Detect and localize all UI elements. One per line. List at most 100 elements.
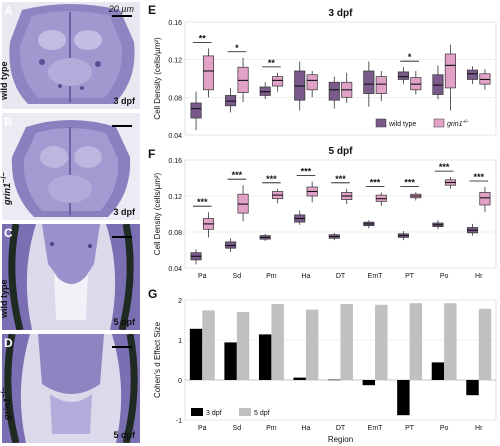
x-tick-label: Pm <box>266 425 277 432</box>
x-tick-label: Ha <box>301 425 310 432</box>
x-tick-label: Pm <box>266 273 277 280</box>
significance-marker: *** <box>439 162 450 172</box>
bar-5dpf-6 <box>409 303 423 380</box>
bar-5dpf-4 <box>340 304 353 380</box>
y-tick-label: 0.08 <box>168 95 182 102</box>
x-tick-label: Sd <box>233 425 242 432</box>
x-axis-label: Region <box>328 435 353 444</box>
bar-5dpf-1 <box>236 312 250 380</box>
y-tick-label: 0.12 <box>168 58 182 65</box>
scale-bar <box>112 236 132 238</box>
histology-image-d: 5 dpf <box>2 334 140 443</box>
significance-marker: *** <box>232 170 243 180</box>
x-tick-label: DT <box>336 425 346 432</box>
legend-mutant-sup: +/- <box>463 119 469 125</box>
plot-area <box>184 159 497 269</box>
scale-bar <box>112 346 132 348</box>
y-tick-label: 0.16 <box>168 158 182 165</box>
bar-5dpf-8 <box>478 308 492 380</box>
panel-letter-g: G <box>148 287 157 301</box>
x-tick-label: Po <box>440 425 449 432</box>
wild-type-box-0 <box>190 102 202 119</box>
stage-label-c: 5 dpf <box>113 317 136 327</box>
wild-type-box-5 <box>363 70 375 94</box>
bar-5dpf-7 <box>444 303 457 380</box>
legend-mutant-name: grin1 <box>447 121 463 128</box>
legend-swatch-5dpf <box>239 408 251 416</box>
scale-bar <box>112 125 132 127</box>
y-tick-label: 0.08 <box>168 230 182 237</box>
x-tick-label: Po <box>440 273 449 280</box>
significance-marker: ** <box>199 33 207 43</box>
panel-letter-a: A <box>4 4 13 18</box>
bar-3dpf-7 <box>431 362 445 380</box>
wild-type-box-4 <box>328 81 340 101</box>
x-tick-label: Ha <box>301 273 310 280</box>
significance-marker: *** <box>266 174 277 184</box>
x-tick-label: Pa <box>198 273 207 280</box>
panel-letter-f: F <box>148 147 155 161</box>
mutant-box-0 <box>202 55 215 91</box>
plot-area <box>184 21 497 136</box>
mutant-box-8 <box>479 192 491 206</box>
scale-bar <box>112 15 132 17</box>
significance-marker: *** <box>473 172 484 182</box>
chart-title-f: 5 dpf <box>329 146 354 157</box>
histology-image-b: 3 dpf <box>2 113 140 220</box>
panel-letter-d: D <box>4 336 13 350</box>
x-tick-label: Hr <box>475 273 483 280</box>
chart-title-e: 3 dpf <box>329 8 354 19</box>
bar-5dpf-0 <box>202 310 215 380</box>
y-tick-label: 0 <box>178 378 182 385</box>
mutant-box-5 <box>375 76 387 94</box>
wild-type-box-8 <box>466 69 479 80</box>
y-axis-label: Cell Density (cells/µm²) <box>153 172 162 255</box>
legend-swatch-wild-type <box>375 118 387 128</box>
wild-type-box-6 <box>397 71 409 80</box>
mutant-box-2 <box>272 76 284 87</box>
significance-marker: * <box>408 52 412 62</box>
bar-5dpf-5 <box>375 304 388 380</box>
y-tick-label: 0.16 <box>168 20 182 27</box>
y-tick-label: 0.12 <box>168 194 182 201</box>
x-tick-label: Pa <box>198 425 207 432</box>
bar-3dpf-8 <box>466 380 479 396</box>
bar-5dpf-2 <box>271 304 284 380</box>
x-tick-label: EmT <box>368 273 384 280</box>
y-axis-label: Cell Density (cells/µm²) <box>153 37 162 120</box>
significance-marker: *** <box>197 197 208 207</box>
panel-letter-c: C <box>4 226 13 240</box>
y-tick-label: 1 <box>178 338 182 345</box>
x-tick-label: Sd <box>233 273 242 280</box>
legend-label-wild-type: wild type <box>388 121 416 128</box>
legend-label-mutant: grin1+/- <box>447 119 469 128</box>
stage-label-b: 3 dpf <box>113 207 136 217</box>
significance-marker: ** <box>268 58 276 68</box>
stage-label-a: 3 dpf <box>113 96 136 106</box>
significance-marker: *** <box>370 177 381 187</box>
bar-3dpf-5 <box>362 380 376 386</box>
bar-3dpf-2 <box>258 334 272 380</box>
histology-image-a: 20 µm 3 dpf <box>2 2 140 109</box>
bar-3dpf-1 <box>224 342 237 380</box>
y-axis-label: Cohen's d Effect Size <box>153 321 162 398</box>
x-tick-label: Hr <box>475 425 483 432</box>
y-tick-label: 2 <box>178 298 182 305</box>
legend-label-5dpf: 5 dpf <box>254 410 270 417</box>
y-tick-label: 0.04 <box>168 133 182 140</box>
y-tick-label: -1 <box>176 418 182 425</box>
x-tick-label: DT <box>336 273 346 280</box>
bar-3dpf-4 <box>328 379 341 381</box>
panel-letter-e: E <box>148 3 156 17</box>
legend-swatch-mutant <box>433 118 445 128</box>
significance-marker: *** <box>335 174 346 184</box>
bar-3dpf-3 <box>293 377 306 380</box>
panel-letter-b: B <box>4 115 13 129</box>
histology-image-c: 5 dpf <box>2 224 140 330</box>
x-tick-label: PT <box>405 425 415 432</box>
y-tick-label: 0.04 <box>168 266 182 273</box>
mutant-box-3 <box>306 74 318 91</box>
bar-3dpf-0 <box>189 328 203 380</box>
legend-label-3dpf: 3 dpf <box>206 410 222 417</box>
